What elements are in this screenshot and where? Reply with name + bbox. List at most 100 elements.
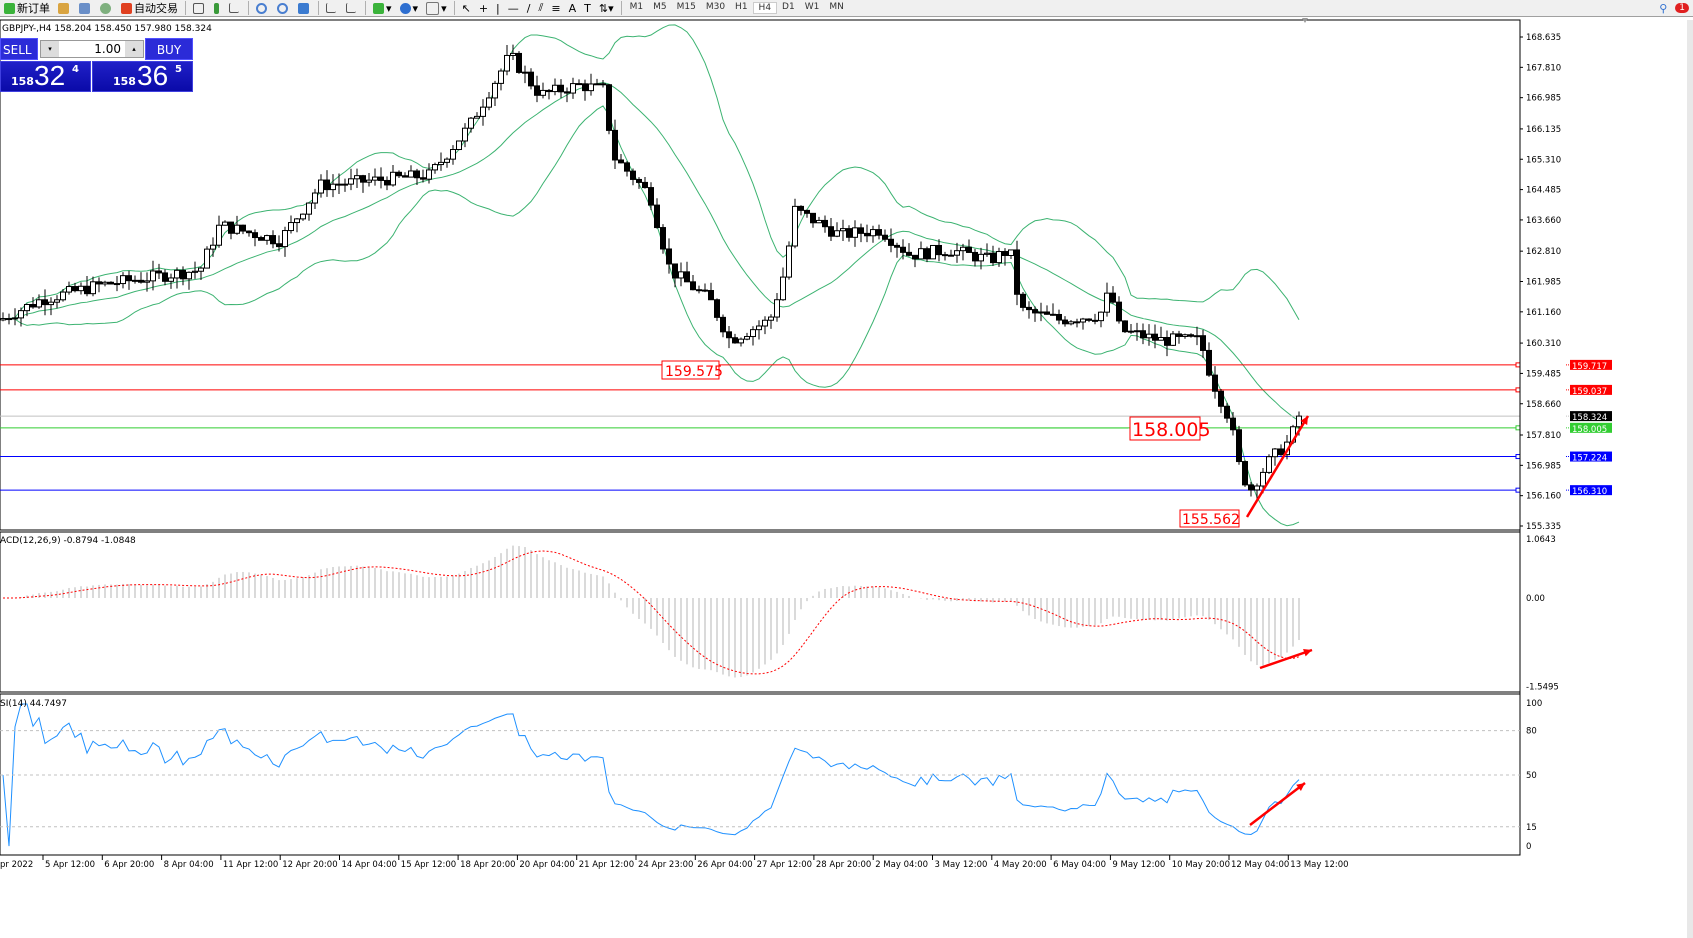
lot-size-input[interactable]: ▾ 1.00 ▴	[40, 40, 144, 58]
bar-chart-button[interactable]	[189, 0, 210, 16]
candle-body	[402, 175, 408, 178]
zoom-out-button[interactable]	[273, 0, 294, 16]
time-tick-label: 9 May 12:00	[1112, 860, 1165, 870]
candle	[564, 87, 570, 103]
channel-button[interactable]: ⫽	[534, 0, 547, 16]
time-tick-label: 10 May 20:00	[1172, 860, 1230, 870]
candle-body	[966, 246, 972, 253]
candle-body	[342, 183, 348, 186]
indicators-button[interactable]: ▾	[369, 0, 396, 16]
arrows-button[interactable]: ⇅▾	[595, 0, 618, 16]
lot-decrease-button[interactable]: ▾	[41, 41, 59, 57]
cursor-button[interactable]: ↖	[458, 0, 475, 16]
candle	[1182, 333, 1188, 339]
timeframe-h4[interactable]: H4	[752, 2, 778, 14]
timeframe-m5[interactable]: M5	[653, 2, 667, 12]
search-button[interactable]: ⚲	[1655, 0, 1671, 16]
candle-body	[246, 230, 252, 234]
candle-body	[888, 238, 894, 246]
buy-price-button[interactable]: 158 36 5	[92, 61, 193, 92]
candle-chart-button[interactable]	[210, 0, 225, 16]
candle	[834, 222, 840, 238]
candle-body	[174, 269, 180, 279]
macd-tick-label: 0.00	[1526, 594, 1545, 604]
candle	[396, 170, 402, 178]
signals-button[interactable]	[96, 0, 117, 16]
new-order-button[interactable]: 新订单	[0, 0, 54, 16]
vertical-line-button[interactable]: |	[492, 0, 504, 16]
candle-body	[156, 270, 162, 274]
candle-body	[324, 179, 330, 191]
macd-trend-arrow	[1259, 648, 1313, 670]
sell-price-button[interactable]: 158 32 4	[0, 61, 91, 92]
tile-windows-button[interactable]	[294, 0, 315, 16]
candle-body	[726, 331, 732, 339]
timeframe-m15[interactable]: M15	[676, 2, 696, 12]
candle	[570, 77, 576, 99]
trendline-button[interactable]: /	[523, 0, 535, 16]
fibonacci-icon: ≡	[551, 1, 561, 15]
candle	[648, 182, 654, 211]
candle	[1056, 309, 1062, 325]
candle-body	[234, 224, 240, 234]
timeframe-w1[interactable]: W1	[804, 2, 820, 12]
terminal-button[interactable]	[75, 0, 96, 16]
horizontal-line-button[interactable]: —	[504, 0, 523, 16]
text-button[interactable]: A	[565, 0, 581, 16]
candle	[504, 45, 510, 76]
candle	[1224, 402, 1230, 423]
sell-button[interactable]: SELL	[0, 38, 38, 60]
candle	[576, 79, 582, 86]
main-trend-arrow	[1245, 415, 1310, 518]
buy-button[interactable]: BUY	[145, 38, 193, 60]
auto-scroll-icon	[326, 3, 336, 13]
candle-body	[678, 271, 684, 279]
candle	[816, 216, 822, 224]
templates-button[interactable]: ▾	[422, 0, 451, 16]
price-tick-label: 160.310	[1526, 339, 1561, 349]
candle	[408, 165, 414, 178]
timeframe-mn[interactable]: MN	[829, 2, 844, 12]
candle-body	[162, 272, 168, 282]
auto-scroll-button[interactable]	[322, 0, 342, 16]
periods-button[interactable]: ▾	[396, 0, 423, 16]
timeframe-d1[interactable]: D1	[782, 2, 795, 12]
candle-body	[780, 276, 786, 301]
text-label-button[interactable]: T	[580, 0, 595, 16]
timeframe-m1[interactable]: M1	[629, 2, 644, 12]
candle-body	[42, 299, 48, 306]
fibonacci-button[interactable]: ≡	[547, 0, 564, 16]
notifications-button[interactable]: 1	[1671, 0, 1693, 16]
candle	[948, 249, 954, 257]
separator	[318, 1, 319, 15]
candle-body	[36, 299, 42, 308]
candle-body	[48, 301, 54, 306]
candle	[498, 68, 504, 91]
candle	[990, 245, 996, 266]
timeframe-m30[interactable]: M30	[705, 2, 726, 12]
auto-trading-button[interactable]: 自动交易	[117, 0, 182, 16]
candle	[276, 235, 282, 252]
candle	[1002, 248, 1008, 266]
candle	[198, 266, 204, 280]
candle	[1278, 444, 1284, 456]
horizontal-levels: 159.717 159.037 158.324 158.005 157.224 156.3…	[0, 359, 1612, 497]
level-price-tag	[1570, 422, 1612, 433]
candle-body	[1128, 330, 1134, 333]
market-watch-button[interactable]	[54, 0, 75, 16]
zoom-in-button[interactable]	[252, 0, 273, 16]
candle	[1230, 412, 1236, 436]
candle-body	[828, 226, 834, 237]
candle-body	[1062, 319, 1068, 325]
candle	[528, 68, 534, 90]
chart-shift-button[interactable]	[342, 0, 362, 16]
crosshair-button[interactable]: +	[475, 0, 492, 16]
candle	[1236, 425, 1242, 465]
lot-increase-button[interactable]: ▴	[125, 41, 143, 57]
cursor-icon: ↖	[461, 1, 471, 15]
line-chart-button[interactable]	[225, 0, 245, 16]
timeframe-h1[interactable]: H1	[735, 2, 748, 12]
candle	[54, 295, 60, 309]
candle	[474, 112, 480, 119]
